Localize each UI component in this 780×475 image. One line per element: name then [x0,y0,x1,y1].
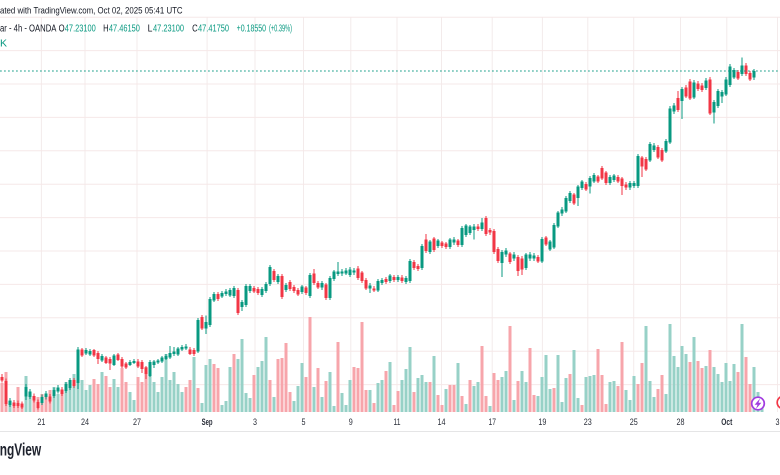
svg-text:L: L [148,24,153,35]
svg-text:Oct: Oct [721,417,732,427]
svg-text:(+0.39%): (+0.39%) [269,24,292,35]
svg-text:3: 3 [253,417,257,427]
svg-text:ar - 4h - OANDA: ar - 4h - OANDA [0,24,57,35]
svg-text:17: 17 [488,417,496,427]
svg-text:23: 23 [584,417,592,427]
svg-text:25: 25 [630,417,638,427]
svg-text:K: K [0,38,7,50]
svg-text:H: H [103,24,109,35]
svg-text:C: C [192,24,198,35]
svg-text:28: 28 [677,417,685,427]
svg-text:47.41750: 47.41750 [198,24,229,35]
svg-text:27: 27 [133,417,141,427]
svg-text:5: 5 [302,417,306,427]
svg-text:11: 11 [394,417,401,427]
svg-text:14: 14 [438,417,446,427]
svg-text:Sep: Sep [202,417,213,427]
svg-text:O: O [59,24,65,35]
svg-text:ated with TradingView.com, Oct: ated with TradingView.com, Oct 02, 2025 … [0,6,183,17]
svg-text:21: 21 [37,417,45,427]
svg-text:47.23100: 47.23100 [153,24,184,35]
svg-text:24: 24 [81,417,89,427]
svg-text:19: 19 [538,417,546,427]
svg-text:+0.18550: +0.18550 [237,24,267,35]
svg-text:9: 9 [349,417,353,427]
svg-text:3: 3 [776,417,780,427]
svg-text:47.46150: 47.46150 [109,24,140,35]
svg-text:47.23100: 47.23100 [65,24,96,35]
svg-text:TradingView: TradingView [0,440,41,460]
